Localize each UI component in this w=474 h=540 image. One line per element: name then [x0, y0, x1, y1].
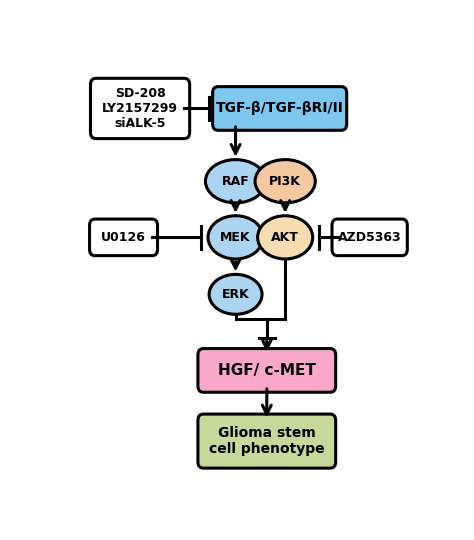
FancyBboxPatch shape [332, 219, 407, 255]
FancyBboxPatch shape [213, 86, 346, 130]
Text: AKT: AKT [271, 231, 299, 244]
FancyBboxPatch shape [198, 349, 336, 392]
Text: PI3K: PI3K [269, 175, 301, 188]
Text: Glioma stem
cell phenotype: Glioma stem cell phenotype [209, 426, 325, 456]
Text: HGF/ c-MET: HGF/ c-MET [218, 363, 316, 378]
Text: TGF-β/TGF-βRI/II: TGF-β/TGF-βRI/II [216, 102, 344, 116]
Text: ERK: ERK [222, 288, 249, 301]
Ellipse shape [205, 160, 266, 203]
Text: U0126: U0126 [101, 231, 146, 244]
Ellipse shape [208, 216, 263, 259]
Ellipse shape [255, 160, 315, 203]
Ellipse shape [258, 216, 313, 259]
FancyBboxPatch shape [90, 219, 157, 255]
Text: RAF: RAF [222, 175, 249, 188]
Ellipse shape [209, 274, 262, 314]
Text: AZD5363: AZD5363 [338, 231, 401, 244]
FancyBboxPatch shape [198, 414, 336, 468]
Text: SD-208
LY2157299
siALK-5: SD-208 LY2157299 siALK-5 [102, 87, 178, 130]
FancyBboxPatch shape [91, 78, 190, 139]
Text: MEK: MEK [220, 231, 251, 244]
